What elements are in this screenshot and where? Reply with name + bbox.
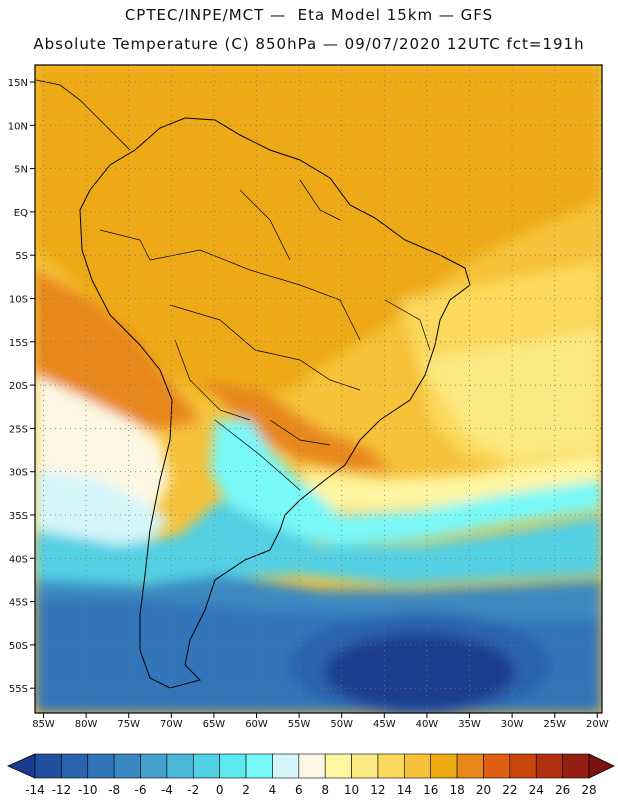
colorbar-label: 12 (370, 783, 385, 797)
map-title-line1: CPTEC/INPE/MCT — Eta Model 15km — GFS (124, 6, 494, 24)
colorbar-label: 16 (423, 783, 438, 797)
lon-label: 40W (416, 719, 439, 730)
colorbar-swatch (34, 753, 62, 779)
colorbar-label: 24 (529, 783, 544, 797)
lat-label: 10S (9, 295, 28, 306)
colorbar-label: 2 (242, 783, 250, 797)
colorbar-swatch (535, 753, 563, 779)
colorbar-label: -6 (135, 783, 147, 797)
colorbar-swatch (483, 753, 511, 779)
lat-label: 25S (9, 424, 28, 435)
lon-label: 85W (32, 719, 55, 730)
colorbar-swatch (509, 753, 537, 779)
map-title-line2: Absolute Temperature (C) 850hPa — 09/07/… (33, 35, 585, 53)
colorbar-swatch (61, 753, 89, 779)
latitude-labels: 15N 10N 5N EQ 5S 10S 15S 20S 25S 30S 35S 40S 45S 50S 5… (8, 78, 35, 695)
lon-label: 70W (160, 719, 183, 730)
lat-label: 10N (8, 121, 28, 132)
lat-label: 15S (9, 338, 28, 349)
colorbar-label: 8 (321, 783, 329, 797)
colorbar-label: 0 (216, 783, 224, 797)
lat-label: 55S (9, 684, 28, 695)
colorbar-label: -2 (187, 783, 199, 797)
lon-label: 20W (586, 719, 609, 730)
lat-label: 5N (14, 165, 28, 176)
colorbar-label: 28 (581, 783, 596, 797)
colorbar-swatch (272, 753, 300, 779)
lon-label: 80W (75, 719, 98, 730)
colorbar-label: -14 (25, 783, 45, 797)
colorbar-swatch (113, 753, 141, 779)
colorbar-label: 4 (269, 783, 277, 797)
colorbar-swatch (166, 753, 194, 779)
colorbar-label: 14 (397, 783, 412, 797)
colorbar-swatch (456, 753, 484, 779)
colorbar-label: 20 (476, 783, 491, 797)
colorbar-swatch (351, 753, 379, 779)
colorbar-label: -12 (52, 783, 72, 797)
lon-label: 75W (117, 719, 140, 730)
lat-label: 30S (9, 468, 28, 479)
lon-label: 45W (373, 719, 396, 730)
lon-label: 65W (203, 719, 226, 730)
lat-label: 50S (9, 641, 28, 652)
lon-label: 60W (245, 719, 268, 730)
colorbar-swatch (140, 753, 168, 779)
lat-label: 5S (15, 251, 28, 262)
colorbar-label: 18 (449, 783, 464, 797)
colorbar-label: -10 (78, 783, 98, 797)
colorbar-swatch (245, 753, 273, 779)
colorbar-right-arrow (588, 753, 615, 779)
lon-label: 55W (288, 719, 311, 730)
lon-label: 30W (501, 719, 524, 730)
lat-label: 15N (8, 78, 28, 89)
colorbar-swatch (219, 753, 247, 779)
colorbar-swatch (404, 753, 432, 779)
colorbar-swatch (298, 753, 326, 779)
colorbar-swatch (324, 753, 352, 779)
colorbar-label: 10 (344, 783, 359, 797)
colorbar-label: 26 (555, 783, 570, 797)
lat-label: EQ (14, 208, 28, 219)
lat-label: 35S (9, 511, 28, 522)
temperature-field (35, 65, 602, 713)
longitude-labels: 85W 80W 75W 70W 65W 60W 55W 50W 45W 40W 35W 30W 25W 2… (32, 713, 609, 730)
lat-label: 45S (9, 598, 28, 609)
colorbar-swatch (192, 753, 220, 779)
lon-label: 35W (458, 719, 481, 730)
lat-label: 20S (9, 381, 28, 392)
colorbar: -14 -12 -10 -8 -6 -4 -2 0 2 4 6 8 10 12 14 16 18 20 22 24 26… (7, 753, 615, 797)
colorbar-swatch (562, 753, 590, 779)
colorbar-swatch (430, 753, 458, 779)
colorbar-swatch (377, 753, 405, 779)
colorbar-left-arrow (7, 753, 36, 779)
map-border (34, 64, 603, 714)
lon-label: 50W (330, 719, 353, 730)
south-america-coastline (79, 117, 471, 689)
lon-label: 25W (543, 719, 566, 730)
colorbar-label: 22 (502, 783, 517, 797)
colorbar-label: -4 (161, 783, 173, 797)
colorbar-label: -8 (108, 783, 120, 797)
colorbar-label: 6 (295, 783, 303, 797)
colorbar-swatch (87, 753, 115, 779)
lat-label: 40S (9, 554, 28, 565)
